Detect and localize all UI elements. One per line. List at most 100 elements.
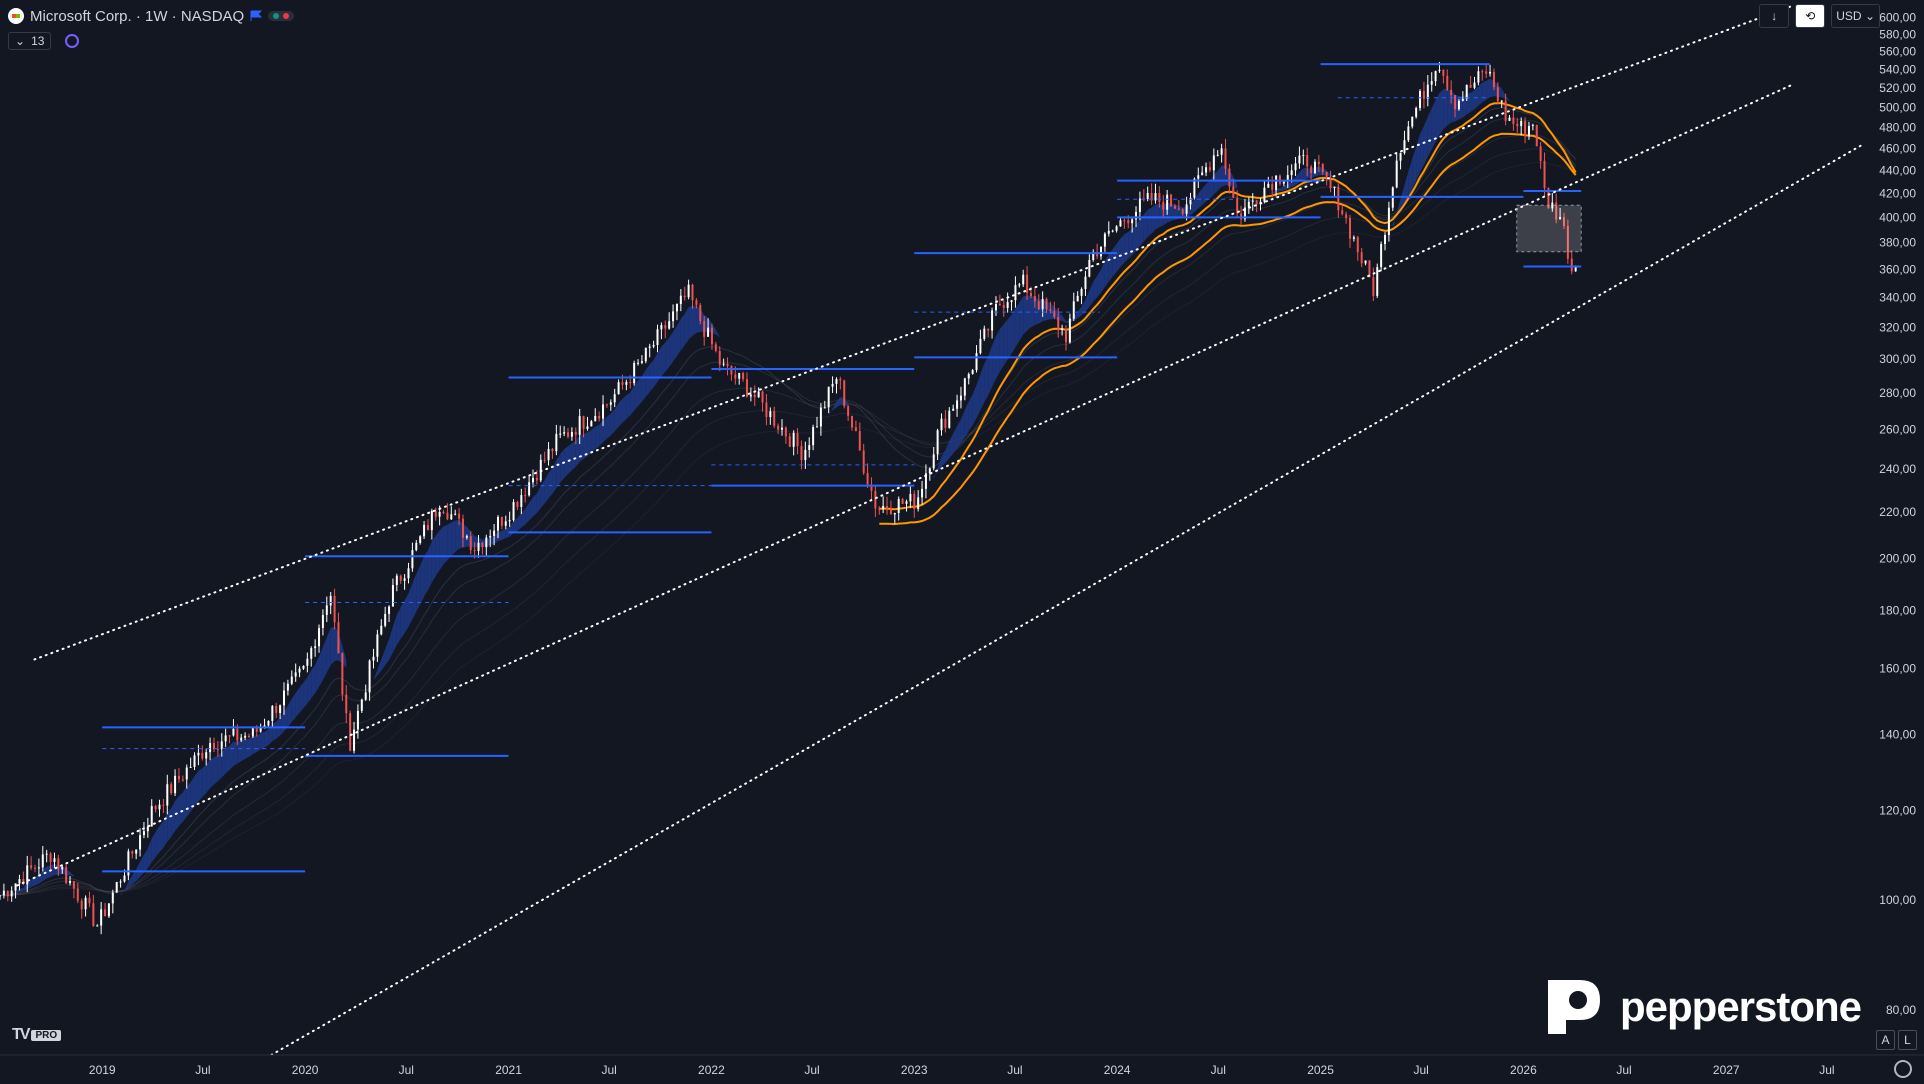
flag-icon[interactable] (250, 10, 263, 22)
tradingview-logo: TV PRO (12, 1026, 62, 1044)
candle-body (816, 426, 819, 428)
ribbon-segment (832, 401, 837, 411)
candle-body (481, 542, 484, 548)
time-tick-label: 2026 (1510, 1063, 1537, 1077)
symbol-header[interactable]: Microsoft Corp. · 1W · NASDAQ (8, 6, 295, 26)
ribbon-segment (828, 408, 833, 416)
candle-body (193, 755, 196, 767)
channel-line (16, 83, 1794, 887)
candle-body (286, 683, 289, 691)
candle-body (477, 542, 480, 551)
candle-body (298, 668, 301, 673)
candle-body (672, 311, 675, 322)
candle-body (1185, 204, 1188, 214)
symbol-logo-icon (8, 8, 24, 24)
candle-body (1041, 298, 1044, 310)
settings-icon[interactable] (65, 34, 80, 48)
candle-body (500, 516, 503, 526)
ribbon-segment (252, 735, 257, 755)
ribbon-segment (1416, 134, 1421, 181)
candle-body (703, 321, 706, 337)
ribbon-segment (272, 721, 277, 742)
candle-body (660, 325, 663, 330)
candle-body (963, 378, 966, 396)
ribbon-segment (15, 888, 20, 894)
ribbon-segment (1299, 168, 1304, 183)
candle-body (407, 568, 410, 579)
candle-body (197, 752, 200, 756)
candle-body (897, 498, 900, 514)
ribbon-segment (50, 863, 55, 877)
log-scale-button[interactable]: L (1898, 1030, 1917, 1050)
ribbon-segment (194, 770, 199, 807)
candle-body (1461, 98, 1464, 101)
candle-body (913, 493, 916, 509)
replay-icon[interactable]: ⟲ (1795, 4, 1826, 28)
candle-body (753, 394, 756, 398)
candle-body (442, 512, 445, 514)
candle-body (901, 498, 904, 504)
candle-body (835, 379, 838, 384)
candle-body (216, 749, 219, 751)
candle-body (1469, 84, 1472, 88)
ribbon-segment (299, 682, 304, 713)
candle-body (1100, 246, 1103, 257)
candle-body (92, 903, 95, 926)
ribbon-segment (980, 363, 985, 411)
candle-body (921, 488, 924, 498)
candle-body (1419, 90, 1422, 109)
ribbon-segment (575, 435, 580, 467)
symbol-title[interactable]: Microsoft Corp. · 1W · NASDAQ (30, 7, 245, 25)
candle-body (1446, 75, 1449, 90)
candle-body (528, 482, 531, 496)
ribbon-segment (443, 524, 448, 565)
ribbon-segment (206, 759, 211, 793)
candle-body (111, 892, 114, 904)
candle-body (687, 284, 690, 298)
candle-body (590, 421, 593, 427)
candle-body (1014, 285, 1017, 301)
candle-body (668, 321, 671, 329)
candle-body (415, 542, 418, 551)
candle-body (800, 446, 803, 461)
ribbon-segment (1011, 308, 1016, 354)
candle-body (609, 402, 612, 405)
chart-settings-icon[interactable] (1894, 1060, 1912, 1078)
indicators-toggle[interactable]: ⌄ 13 (8, 32, 52, 50)
time-tick-label: Jul (399, 1063, 414, 1077)
auto-scale-button[interactable]: A (1876, 1030, 1895, 1050)
candle-body (236, 728, 239, 741)
candle-body (952, 408, 955, 411)
ribbon-segment (237, 740, 242, 764)
ribbon-segment (626, 392, 631, 419)
ribbon-segment (1443, 89, 1448, 130)
candle-body (1243, 207, 1246, 220)
ribbon-segment (579, 434, 584, 462)
currency-selector[interactable]: USD ⌄ (1831, 4, 1880, 28)
ribbon-segment (1085, 290, 1090, 312)
candle-body (991, 310, 994, 331)
candle-body (1224, 148, 1227, 169)
candle-body (578, 416, 581, 435)
candle-body (726, 363, 729, 367)
ribbon-segment (120, 890, 125, 896)
ribbon-segment (1486, 78, 1491, 100)
candle-body (384, 613, 387, 626)
candle-body (792, 432, 795, 447)
candle-body (496, 516, 499, 531)
candle-body (1006, 302, 1009, 309)
price-tick-label: 400,00 (1879, 210, 1916, 224)
candle-body (1146, 192, 1149, 200)
candle-body (823, 407, 826, 409)
ribbon-segment (400, 600, 405, 639)
candle-body (18, 879, 21, 884)
candle-body (1368, 260, 1371, 278)
candle-body (1247, 201, 1250, 208)
candle-body (185, 767, 188, 780)
candle-body (621, 382, 624, 385)
ribbon-segment (1287, 180, 1292, 189)
candle-body (201, 752, 204, 759)
arrow-down-icon[interactable]: ↓ (1759, 4, 1790, 28)
candle-body (652, 345, 655, 347)
